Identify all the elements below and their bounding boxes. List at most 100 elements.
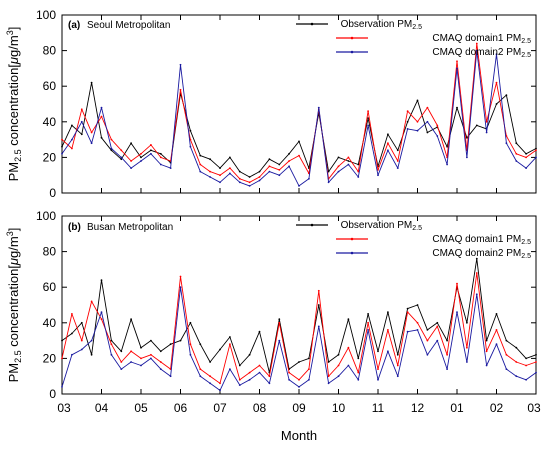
data-point xyxy=(485,339,488,342)
data-point xyxy=(426,329,429,331)
data-point xyxy=(396,149,399,152)
data-point xyxy=(71,147,73,150)
data-point xyxy=(367,313,369,315)
data-point xyxy=(189,129,192,132)
data-point xyxy=(475,124,478,127)
data-point xyxy=(416,329,419,331)
data-point xyxy=(466,361,468,363)
data-point xyxy=(535,353,537,356)
data-point xyxy=(525,167,527,170)
data-point xyxy=(248,371,251,374)
legend-label: Observation PM2.5 xyxy=(341,19,423,31)
data-point xyxy=(357,378,360,381)
data-point xyxy=(61,152,63,155)
legend-marker xyxy=(310,22,314,26)
data-point xyxy=(258,179,261,182)
data-point xyxy=(308,378,310,381)
data-point xyxy=(535,147,537,150)
data-point xyxy=(238,384,241,386)
data-point xyxy=(169,343,172,346)
data-point xyxy=(515,160,518,162)
data-point xyxy=(406,110,409,112)
data-point xyxy=(258,176,261,178)
y-tick-label: 80 xyxy=(43,245,57,259)
data-point xyxy=(278,318,281,321)
data-point xyxy=(169,167,172,170)
y-tick-label: 100 xyxy=(36,209,56,223)
data-point xyxy=(406,311,409,313)
legend-b: Observation PM2.5 CMAQ domain1 PM2.5 CMAQ … xyxy=(296,220,531,260)
data-point xyxy=(130,160,133,162)
data-point xyxy=(100,106,103,109)
data-point xyxy=(229,156,231,159)
data-point xyxy=(238,181,241,184)
data-point xyxy=(495,53,498,56)
data-point xyxy=(130,361,133,363)
data-point xyxy=(308,177,310,180)
data-point xyxy=(288,152,290,155)
data-point xyxy=(100,115,103,118)
data-point xyxy=(100,279,103,281)
data-point xyxy=(446,368,448,370)
data-point xyxy=(130,142,133,145)
data-point xyxy=(61,357,63,360)
data-point xyxy=(317,304,320,306)
data-point xyxy=(446,339,448,342)
data-point xyxy=(189,321,192,324)
y-tick-label: 40 xyxy=(43,115,57,129)
data-point xyxy=(525,152,527,155)
data-point xyxy=(258,364,261,367)
series-line-cmaq-domain1 xyxy=(61,43,537,183)
data-point xyxy=(357,163,360,166)
data-point xyxy=(189,353,192,356)
data-point xyxy=(387,133,389,136)
data-point xyxy=(80,108,83,111)
series-line-cmaq-domain1 xyxy=(61,272,537,384)
x-axis-title: Month xyxy=(281,428,317,443)
x-tick-label: 06 xyxy=(174,401,188,415)
data-point xyxy=(288,160,290,162)
data-point xyxy=(150,149,152,152)
data-point xyxy=(308,357,310,360)
data-point xyxy=(229,167,231,170)
data-point xyxy=(347,364,350,367)
data-point xyxy=(110,343,113,346)
data-point xyxy=(495,343,498,346)
data-point xyxy=(426,120,429,123)
x-tick-label: 04 xyxy=(95,401,109,415)
data-point xyxy=(130,167,133,170)
data-point xyxy=(238,364,241,367)
data-point xyxy=(396,160,399,162)
data-point xyxy=(90,353,93,356)
data-point xyxy=(317,325,320,328)
data-point xyxy=(90,81,93,84)
data-point xyxy=(327,361,330,363)
data-point xyxy=(426,339,429,342)
data-point xyxy=(258,170,261,173)
data-point xyxy=(387,149,389,152)
legend-label: Observation PM2.5 xyxy=(341,220,423,232)
data-point xyxy=(337,156,340,159)
x-tick-label: 03 xyxy=(57,401,71,415)
data-point xyxy=(229,343,231,346)
data-point xyxy=(377,169,379,171)
data-point xyxy=(90,131,93,134)
data-point xyxy=(357,170,360,173)
x-ticks-b: 03 04 05 06 07 08 09 10 11 12 01 02 03 xyxy=(57,216,541,415)
data-point xyxy=(337,375,340,378)
data-point xyxy=(258,330,261,333)
data-point xyxy=(416,99,419,102)
y-tick-label: 60 xyxy=(43,79,57,93)
data-point xyxy=(219,167,221,170)
data-point xyxy=(248,176,251,178)
data-point xyxy=(436,339,439,342)
data-point xyxy=(367,321,369,324)
x-tick-label: 11 xyxy=(372,401,385,415)
data-point xyxy=(278,339,281,342)
data-point xyxy=(377,350,379,353)
data-point xyxy=(71,332,73,335)
svg-text:PM2.5 concentration[μg/m3]: PM2.5 concentration[μg/m3] xyxy=(5,27,23,182)
data-point xyxy=(219,389,221,392)
data-point xyxy=(179,339,182,342)
